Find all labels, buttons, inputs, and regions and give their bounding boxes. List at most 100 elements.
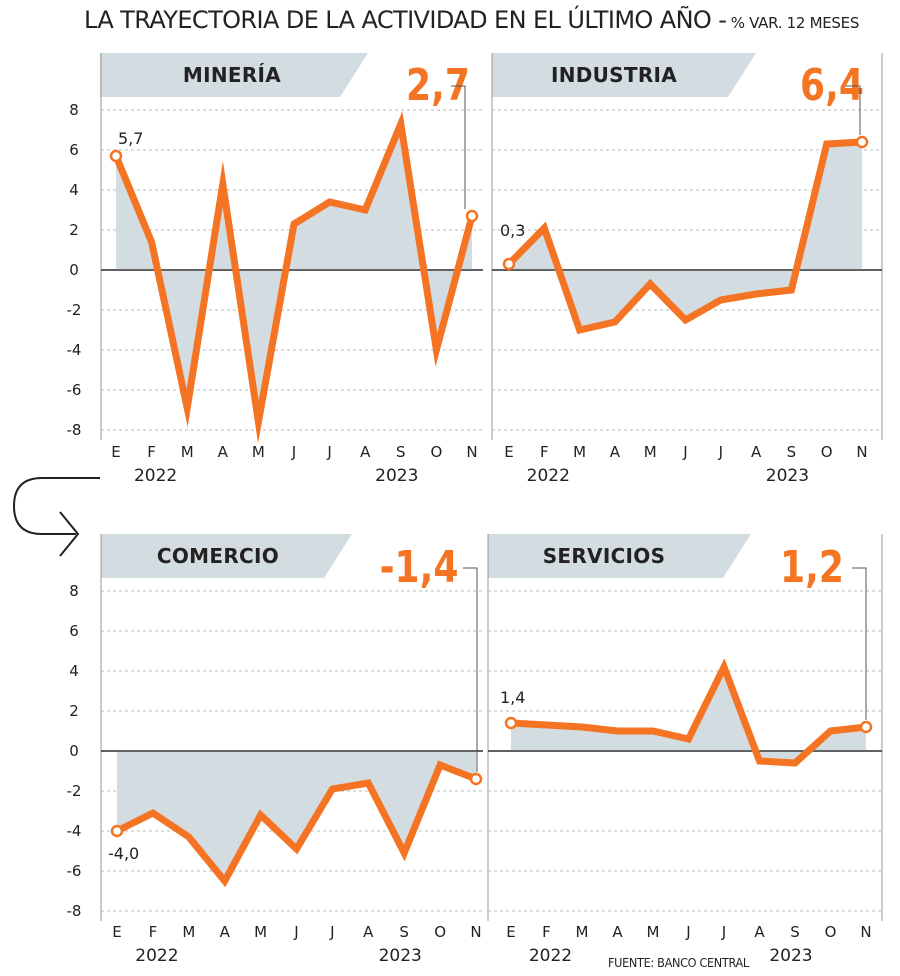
panel-2-month-label: A [220,923,231,941]
chart-title: LA TRAYECTORIA DE LA ACTIVIDAD EN EL ÚLT… [84,6,727,34]
panel-3-last-callout: 1,2 [780,543,844,593]
panel-2-callout-leader [463,567,478,772]
panel-2-ytick-label: -2 [67,782,82,800]
panel-2-banner [101,534,352,578]
panel-2-month-label: J [293,923,298,941]
panel-2-ytick-label: 0 [69,742,79,760]
panel-0-month-label: A [360,443,371,461]
panel-0-ytick-label: 4 [69,181,79,199]
panel-1-month-label: N [856,443,867,461]
panel-0-first-label: 5,7 [118,129,143,148]
panel-0-month-label: O [430,443,442,461]
panel-2-ytick-label: -8 [67,902,82,920]
panel-2-ytick-label: 8 [69,582,79,600]
panel-2-last-callout: -1,4 [380,543,459,593]
panel-0-area [116,124,472,422]
panel-3-month-label: J [721,923,726,941]
panel-2-title: COMERCIO [157,544,279,568]
panel-3-year-label: 2023 [769,946,812,966]
panel-0-month-label: A [218,443,229,461]
panel-3-year-label: 2022 [529,946,572,966]
panel-0-month-label: N [466,443,477,461]
panel-3-month-label: A [754,923,765,941]
panel-3-title: SERVICIOS [543,544,666,568]
panel-0-month-label: E [111,443,120,461]
panel-3-month-label: A [612,923,623,941]
panel-3-month-label: S [790,923,800,941]
panel-3-banner [488,534,751,578]
panel-0-point-10 [465,209,479,223]
panel-1-year-label: 2023 [766,466,809,486]
panel-1-title: INDUSTRIA [551,63,677,87]
panel-0-month-label: J [291,443,296,461]
panel-0-ytick-label: -8 [67,421,82,439]
panel-1-month-label: E [504,443,513,461]
panel-1-month-label: M [573,443,586,461]
panel-0-month-label: J [326,443,331,461]
panel-3-month-label: F [542,923,551,941]
panel-0-ytick-label: 2 [69,221,79,239]
panel-3-first-label: 1,4 [500,688,525,707]
panel-2-month-label: M [254,923,267,941]
panel-1-month-label: J [682,443,687,461]
panel-0-ytick-label: 8 [69,101,79,119]
chart-source: FUENTE: BANCO CENTRAL [608,955,749,970]
panel-0-month-label: M [181,443,194,461]
panel-2-month-label: M [182,923,195,941]
panel-1-month-label: A [610,443,621,461]
panel-0-month-label: F [147,443,156,461]
panel-0-ytick-label: 0 [69,261,79,279]
panel-2-ytick-label: 2 [69,702,79,720]
panel-2-month-label: A [363,923,374,941]
panel-2-year-label: 2023 [379,946,422,966]
panel-2-month-label: O [434,923,446,941]
panel-3-month-label: M [576,923,589,941]
panel-2-ytick-label: 6 [69,622,79,640]
hook-arrow-icon [12,477,100,557]
panel-1-month-label: A [751,443,762,461]
panel-1-month-label: J [718,443,723,461]
panel-0-year-label: 2023 [375,466,418,486]
panel-0-ytick-label: -2 [67,301,82,319]
panel-2-month-label: J [329,923,334,941]
panel-0-point-0 [109,149,123,163]
panel-2-month-label: S [399,923,409,941]
panel-3-area [511,667,866,763]
chart-subtitle: % VAR. 12 MESES [730,14,860,32]
panel-1-point-10 [855,135,869,149]
panel-0-ytick-label: 6 [69,141,79,159]
panel-2-ytick-label: -4 [67,822,82,840]
panel-3-month-label: N [860,923,871,941]
panel-1-callout-leader [846,85,861,135]
panel-3-month-label: J [685,923,690,941]
panel-0-month-label: S [396,443,406,461]
panel-0-ytick-label: -4 [67,341,82,359]
panel-2-point-10 [469,772,483,786]
panel-2-year-label: 2022 [135,946,178,966]
chart-header: LA TRAYECTORIA DE LA ACTIVIDAD EN EL ÚLT… [84,6,884,46]
panel-1-month-label: S [787,443,797,461]
panel-3-month-label: O [825,923,837,941]
panel-1-first-label: 0,3 [500,221,525,240]
panel-0-callout-leader [451,85,466,209]
panel-2-first-label: -4,0 [108,844,139,863]
panel-1-point-0 [502,257,516,271]
panel-1-month-label: O [821,443,833,461]
panel-0-year-label: 2022 [134,466,177,486]
panel-0-month-label: M [252,443,265,461]
panel-3-month-label: M [647,923,660,941]
panel-2-point-0 [110,824,124,838]
panel-3-callout-leader [852,567,867,720]
panel-1-year-label: 2022 [527,466,570,486]
panel-2-month-label: E [112,923,121,941]
panel-0-ytick-label: -6 [67,381,82,399]
panel-1-month-label: M [644,443,657,461]
panel-2-month-label: N [470,923,481,941]
panel-2-month-label: F [149,923,158,941]
panel-1-banner [492,53,756,97]
panel-3-point-0 [504,716,518,730]
panel-3-point-10 [859,720,873,734]
panel-0-title: MINERÍA [183,63,281,87]
panel-2-ytick-label: -6 [67,862,82,880]
